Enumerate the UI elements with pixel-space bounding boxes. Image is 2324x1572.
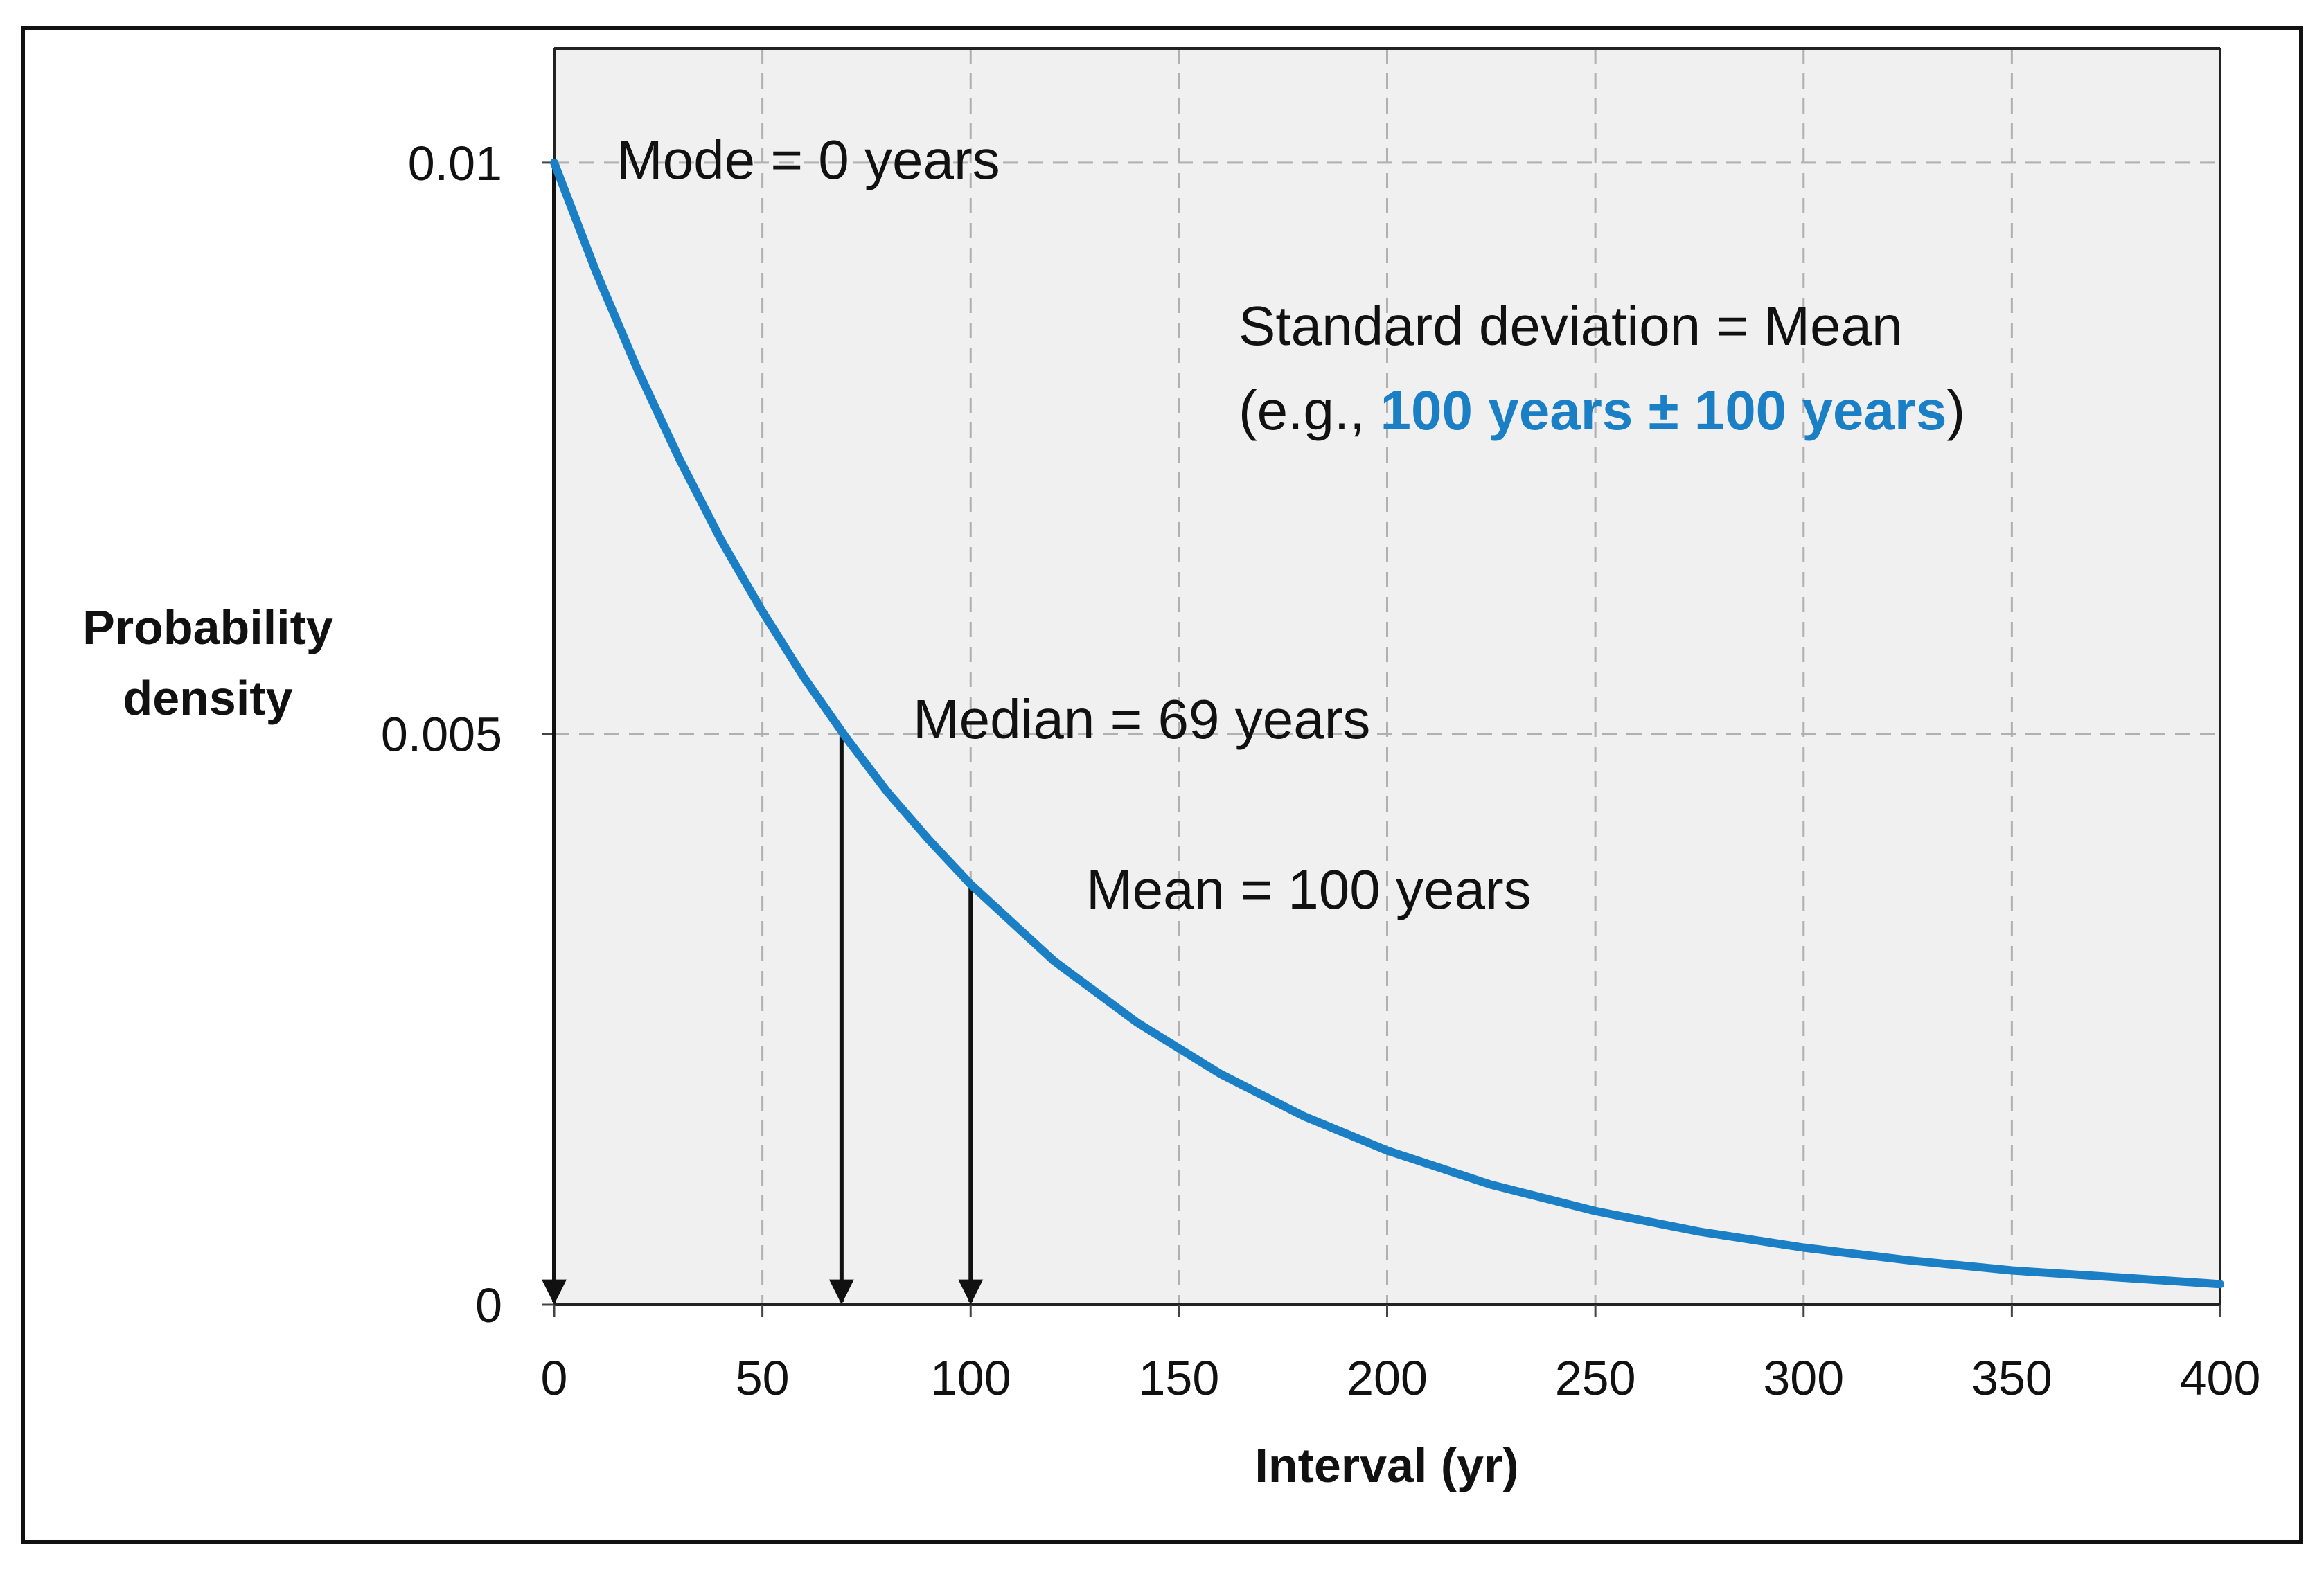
x-tick-label: 400 (2180, 1351, 2261, 1405)
x-tick-label: 350 (1971, 1351, 2052, 1405)
x-axis-label: Interval (yr) (1254, 1438, 1518, 1492)
marker-arrows (542, 162, 984, 1305)
x-tick-label: 250 (1555, 1351, 1636, 1405)
sd-annotation-line1: Standard deviation = Mean (1239, 295, 1902, 357)
x-tick-label: 50 (736, 1351, 790, 1405)
mode-annotation: Mode = 0 years (617, 129, 1000, 190)
x-tick-label: 150 (1138, 1351, 1219, 1405)
y-tick-label: 0 (475, 1278, 502, 1332)
pdf-curve (550, 158, 2224, 1289)
tick-labels: 0 50 100 150 200 250 300 350 400 0 0.005 0.01 (381, 136, 2261, 1405)
y-axis-label-line1: Probability (82, 600, 333, 654)
mean-annotation: Mean = 100 years (1086, 859, 1532, 920)
sd-suffix: ) (1947, 379, 1966, 441)
sd-annotation-line2: (e.g., 100 years ± 100 years) (1239, 379, 1965, 441)
sd-highlight: 100 years ± 100 years (1381, 379, 1947, 441)
x-tick-label: 300 (1763, 1351, 1844, 1405)
x-tick-label: 0 (541, 1351, 568, 1405)
curve-layer (550, 158, 2224, 1289)
median-annotation: Median = 69 years (913, 688, 1370, 750)
y-axis-label-line2: density (123, 671, 292, 725)
y-tick-label: 0.005 (381, 707, 502, 761)
x-tick-label: 200 (1347, 1351, 1428, 1405)
y-tick-label: 0.01 (408, 136, 502, 190)
x-tick-label: 100 (930, 1351, 1011, 1405)
sd-prefix: (e.g., (1239, 379, 1381, 441)
